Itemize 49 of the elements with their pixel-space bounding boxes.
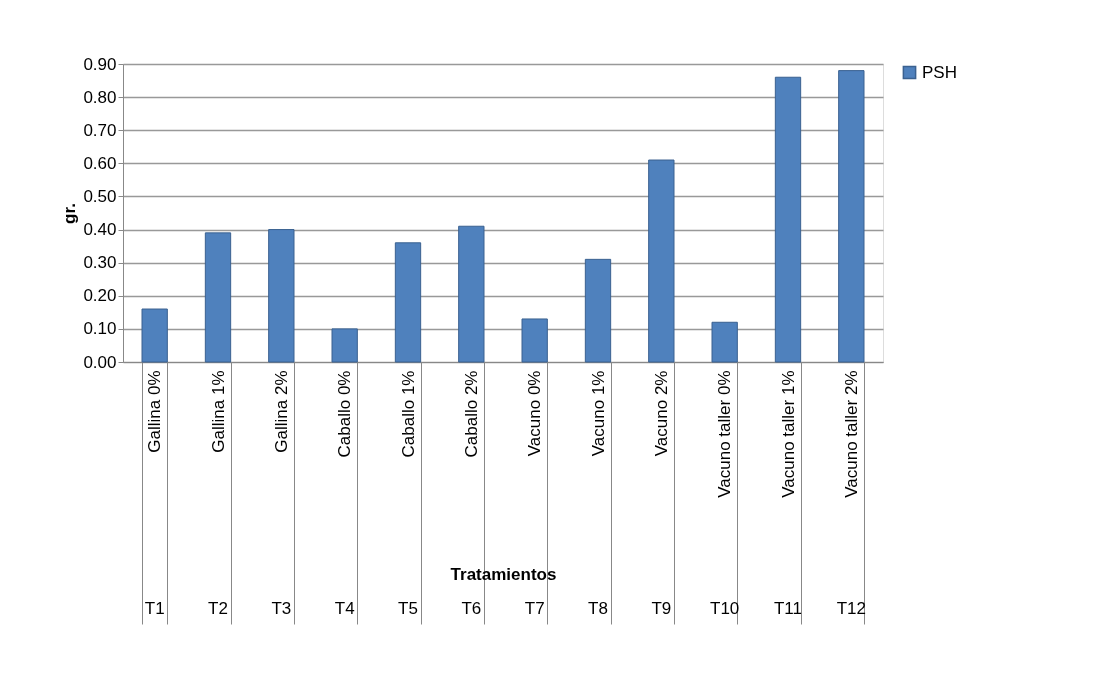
text: T12 — [836, 599, 866, 618]
text: T6 — [461, 599, 482, 618]
x-tick-label: Vacuno 0% — [525, 370, 545, 457]
x-tick-label: Gallina 0% — [145, 370, 165, 453]
text: T9 — [651, 599, 672, 618]
y-tick-label: 0.80 — [83, 87, 117, 107]
x-tick-label: Vacuno taller 2% — [841, 370, 861, 498]
text: T4 — [334, 599, 355, 618]
y-tick-label: 0.60 — [83, 153, 117, 173]
y-tick-label: 0.90 — [83, 54, 117, 74]
text: T3 — [271, 599, 292, 618]
y-tick-label: 0.20 — [83, 286, 117, 306]
x-tick-label: Gallina 2% — [271, 370, 291, 453]
x-tick-label: Vacuno 2% — [651, 370, 671, 457]
y-tick-label: 0.00 — [83, 352, 117, 372]
bar — [141, 308, 168, 363]
bar — [458, 225, 485, 363]
text: T2 — [208, 599, 228, 618]
text: T8 — [588, 599, 608, 618]
bar — [394, 242, 422, 363]
text: T1 — [144, 599, 165, 618]
y-tick-label: 0.30 — [83, 253, 117, 273]
x-tick-label: Vacuno 1% — [588, 370, 608, 457]
bar — [521, 318, 548, 363]
text: T5 — [398, 599, 418, 618]
text: T7 — [524, 599, 545, 618]
x-tick-label: Caballo 1% — [398, 370, 418, 458]
bar — [711, 321, 738, 363]
bar — [774, 76, 802, 363]
x-tick-label: Gallina 1% — [208, 370, 228, 453]
bar — [268, 229, 295, 363]
y-axis-title: gr. — [60, 203, 80, 224]
bar — [204, 232, 232, 363]
text: T11 — [773, 599, 803, 618]
bar — [331, 328, 358, 363]
bar — [648, 159, 675, 363]
text: T10 — [710, 599, 740, 618]
bar — [838, 70, 865, 363]
x-tick-label: Vacuno taller 1% — [778, 370, 798, 498]
x-axis-title: Tratamientos — [450, 564, 557, 584]
y-tick-label: 0.50 — [83, 186, 117, 206]
bar — [584, 258, 612, 363]
y-tick-label: 0.70 — [83, 120, 117, 140]
y-tick-label: 0.40 — [83, 220, 117, 240]
legend-label: PSH — [922, 62, 957, 82]
x-tick-label: Vacuno taller 0% — [715, 370, 735, 498]
x-tick-label: Caballo 2% — [461, 370, 481, 458]
y-tick-label: 0.10 — [83, 319, 117, 339]
x-tick-label: Caballo 0% — [335, 370, 355, 458]
